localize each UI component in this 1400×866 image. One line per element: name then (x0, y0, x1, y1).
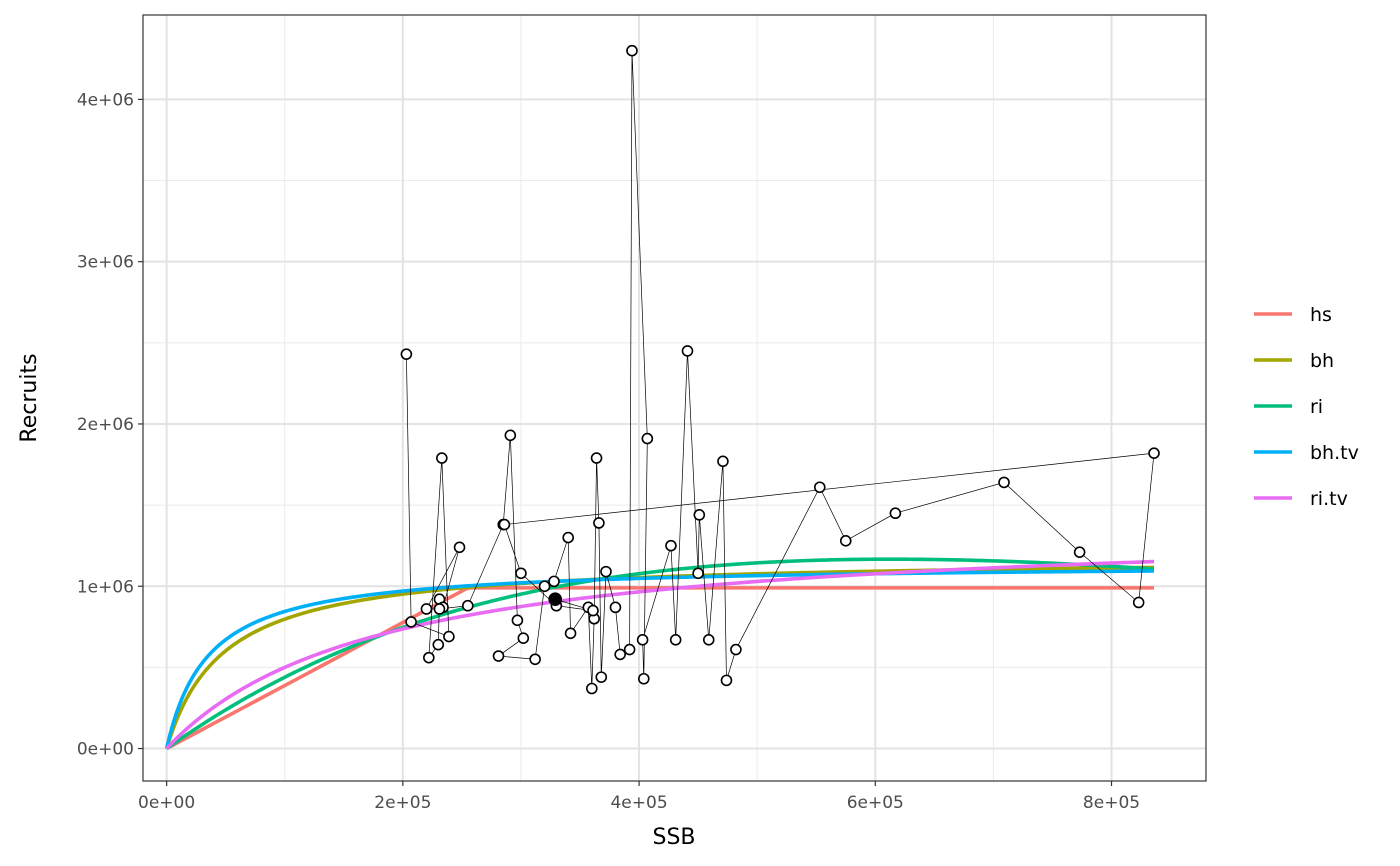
observation-point (564, 627, 577, 640)
observation-point (436, 452, 448, 464)
x-axis-title: SSB (652, 825, 695, 850)
legend-label-ri-tv: ri.tv (1310, 488, 1348, 510)
observation-point (593, 517, 605, 529)
x-tick-label: 0e+00 (138, 793, 195, 813)
x-axis-ticks: 0e+00 2e+05 4e+05 6e+05 8e+05 (138, 781, 1140, 813)
observation-point (681, 345, 694, 357)
y-axis-title: Recruits (17, 353, 42, 442)
y-tick-label: 3e+06 (77, 253, 134, 273)
observation-point (432, 638, 445, 651)
legend-label-ri: ri (1310, 396, 1323, 418)
observation-point (443, 630, 455, 643)
observation-point (637, 672, 650, 685)
observation-point (665, 539, 677, 552)
observation-point (623, 643, 636, 656)
observation-point (517, 632, 530, 644)
curve-hs (165, 586, 1155, 751)
y-tick-label: 4e+06 (77, 90, 134, 110)
observation-point (400, 348, 413, 360)
observation-point (1148, 447, 1160, 459)
x-tick-label: 8e+05 (1083, 793, 1140, 813)
observation-point (609, 601, 622, 614)
observation-point (586, 682, 598, 695)
legend: hs bh ri bh.tv ri.tv (1254, 304, 1359, 510)
observation-point (538, 580, 551, 593)
observation-point (641, 432, 654, 445)
observation-point (529, 653, 541, 666)
observation-point (730, 643, 742, 656)
observation-point (405, 616, 417, 628)
x-tick-label: 2e+05 (374, 793, 431, 813)
observation-points (400, 44, 1160, 695)
legend-label-bh: bh (1310, 350, 1334, 372)
observation-point (595, 671, 608, 683)
curve-ri (165, 557, 1155, 751)
y-tick-label: 0e+00 (77, 740, 134, 760)
curve-ri-tv (165, 559, 1155, 750)
observation-point (462, 599, 474, 612)
gridlines (143, 15, 1206, 781)
observation-point (702, 634, 715, 646)
observation-point (693, 509, 706, 521)
observation-point (600, 565, 612, 578)
x-tick-label: 4e+05 (610, 793, 667, 813)
legend-label-hs: hs (1310, 304, 1332, 326)
observation-point (889, 507, 902, 520)
observation-point (548, 575, 560, 588)
y-tick-label: 1e+06 (77, 577, 134, 597)
observation-point (626, 44, 638, 57)
observation-point (614, 648, 626, 661)
observation-point (433, 603, 446, 615)
observation-point (1132, 596, 1145, 609)
observation-point (453, 541, 466, 554)
observation-point (498, 518, 511, 531)
observation-point (492, 650, 505, 662)
observation-point (717, 455, 729, 468)
observation-point (423, 651, 435, 664)
observation-point (562, 531, 575, 544)
curve-bh-tv (164, 569, 1155, 749)
legend-label-bh-tv: bh.tv (1310, 442, 1359, 464)
observation-point (504, 429, 517, 442)
model-curves (164, 557, 1155, 751)
observation-point (813, 481, 826, 494)
observation-point (1073, 546, 1086, 558)
observation-point (669, 634, 682, 646)
observation-point (636, 634, 649, 646)
observation-point (590, 452, 603, 464)
observation-point (692, 567, 704, 580)
observation-point (720, 674, 733, 687)
observation-point (515, 567, 527, 580)
observation-point (839, 535, 852, 547)
y-axis-ticks: 0e+00 1e+06 2e+06 3e+06 4e+06 (77, 90, 143, 760)
panel-border (142, 14, 1207, 782)
observation-point (511, 614, 524, 627)
observation-point-latest (548, 592, 563, 607)
x-tick-label: 6e+05 (847, 793, 904, 813)
observation-point (998, 476, 1010, 489)
y-tick-label: 2e+06 (77, 415, 134, 435)
observation-point (587, 604, 599, 617)
observation-point (420, 603, 433, 615)
